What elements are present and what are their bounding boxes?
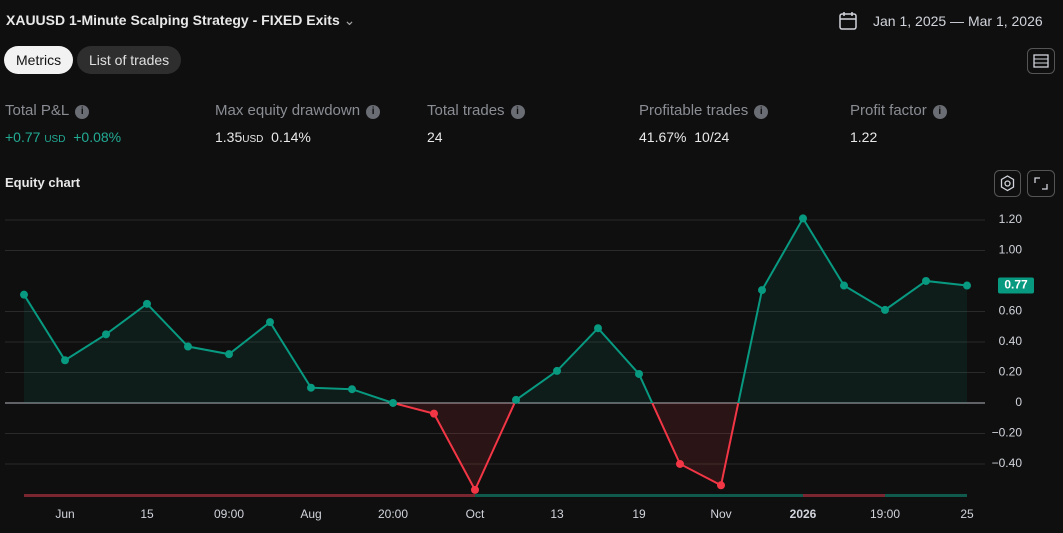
point: [184, 342, 192, 351]
point: [471, 485, 479, 494]
secondary: 0.14%: [271, 129, 311, 145]
x-tick-label: 20:00: [378, 507, 408, 521]
point: [963, 281, 971, 290]
y-tick-label: 0.60: [999, 304, 1023, 318]
point: [717, 481, 725, 490]
x-tick-label: 19:00: [870, 507, 900, 521]
x-tick-label: 09:00: [214, 507, 244, 521]
info-icon[interactable]: i: [75, 105, 90, 119]
x-tick-label: 25: [960, 507, 974, 521]
x-tick-label: 15: [140, 507, 154, 521]
label: Total trades: [427, 102, 505, 119]
point: [348, 385, 356, 394]
metric-label: Profitable trades i: [639, 102, 769, 119]
value: 41.67%: [639, 129, 687, 145]
period-strip: [803, 494, 885, 497]
info-icon[interactable]: i: [754, 105, 769, 119]
layout-button[interactable]: [1027, 48, 1055, 74]
y-tick-label: −0.20: [992, 426, 1023, 440]
secondary: 10/24: [694, 129, 730, 145]
expand-button[interactable]: [1027, 170, 1055, 197]
tab-metrics[interactable]: Metrics: [4, 46, 74, 74]
point: [266, 318, 274, 327]
date-range[interactable]: Jan 1, 2025 — Mar 1, 2026: [873, 13, 1043, 29]
x-tick-label: 13: [550, 507, 564, 521]
x-tick-label: Jun: [55, 507, 74, 521]
metric-value: 1.35USD 0.14%: [215, 129, 311, 145]
metric-value: 24: [427, 129, 443, 145]
y-tick-label: 1.20: [999, 212, 1023, 226]
x-tick-label: 19: [632, 507, 646, 521]
period-strip: [885, 494, 967, 497]
period-strip: [475, 494, 803, 497]
value: 1.22: [850, 129, 878, 145]
point: [758, 286, 766, 295]
chart-title: Equity chart: [5, 175, 81, 190]
line-negative: [389, 402, 740, 493]
value: 1.35: [215, 129, 243, 145]
period-strip: [24, 494, 475, 497]
point: [881, 305, 889, 314]
unit: USD: [242, 134, 264, 145]
y-tick-label: 0.40: [999, 334, 1023, 348]
y-tick-label: 0.20: [999, 365, 1023, 379]
y-tick-label: 0: [1015, 395, 1022, 409]
point: [799, 214, 807, 223]
point: [20, 290, 28, 299]
y-tick-label: 1.00: [999, 243, 1023, 257]
point: [225, 350, 233, 359]
value: 24: [427, 129, 443, 145]
tab-trades[interactable]: List of trades: [77, 46, 182, 74]
last-value-badge: [998, 277, 1034, 294]
x-tick-label: Aug: [300, 507, 321, 521]
label: Profitable trades: [639, 102, 749, 119]
label: Total P&L: [5, 102, 70, 119]
point: [840, 281, 848, 290]
info-icon[interactable]: i: [366, 105, 381, 119]
point: [553, 366, 561, 375]
unit: USD: [44, 134, 66, 145]
calendar-icon[interactable]: [838, 11, 858, 31]
settings-button[interactable]: [994, 170, 1021, 197]
x-tick-label: 2026: [790, 507, 817, 521]
point: [389, 398, 397, 407]
x-tick-label: Nov: [710, 507, 731, 521]
metric-label: Max equity drawdown i: [215, 102, 381, 119]
last-value-label: 0.77: [1004, 278, 1028, 292]
label: Profit factor: [850, 102, 927, 119]
strategy-title[interactable]: XAUUSD 1-Minute Scalping Strategy - FIXE…: [6, 12, 356, 28]
point: [307, 383, 315, 392]
info-icon[interactable]: i: [510, 105, 525, 119]
point: [512, 395, 520, 404]
metric-value: 1.22: [850, 129, 877, 145]
area-positive: [24, 218, 967, 403]
area-negative: [393, 402, 739, 490]
metric-label: Profit factor i: [850, 102, 947, 119]
title-text: XAUUSD 1-Minute Scalping Strategy - FIXE…: [6, 12, 340, 28]
line-positive: [23, 216, 968, 403]
point: [676, 459, 684, 468]
metric-label: Total P&L i: [5, 102, 90, 119]
metric-value: 41.67% 10/24: [639, 129, 729, 145]
point: [61, 356, 69, 365]
label: Max equity drawdown: [215, 102, 361, 119]
value: +0.77: [5, 129, 41, 145]
x-tick-label: Oct: [466, 507, 485, 521]
secondary: +0.08%: [73, 129, 122, 145]
point: [102, 330, 110, 339]
point: [635, 369, 643, 378]
chart-buttons: [994, 170, 1055, 197]
point: [430, 409, 438, 418]
metric-label: Total trades i: [427, 102, 525, 119]
point: [922, 276, 930, 285]
y-tick-label: −0.40: [992, 456, 1023, 470]
point: [594, 324, 602, 333]
info-icon[interactable]: i: [932, 105, 947, 119]
point: [143, 299, 151, 308]
metric-value: +0.77 USD +0.08%: [5, 129, 121, 145]
